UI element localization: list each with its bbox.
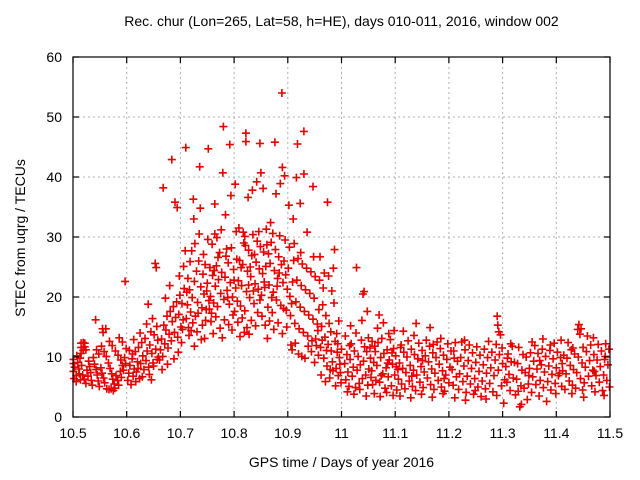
- x-tick-label: 11.2: [436, 425, 462, 441]
- x-axis-label: GPS time / Days of year 2016: [248, 454, 435, 470]
- x-tick-label: 11.1: [382, 425, 408, 441]
- x-tick-label: 11.5: [597, 425, 623, 441]
- x-tick-label: 10.5: [59, 425, 86, 441]
- chart-title: Rec. chur (Lon=265, Lat=58, h=HE), days …: [124, 13, 559, 29]
- x-tick-label: 11.4: [543, 425, 569, 441]
- x-tick-label: 10.7: [167, 425, 194, 441]
- x-tick-label: 11.3: [489, 425, 515, 441]
- x-tick-label: 10.9: [274, 425, 301, 441]
- y-tick-label: 50: [46, 109, 62, 125]
- y-tick-label: 20: [46, 289, 62, 305]
- x-tick-label: 10.6: [113, 425, 140, 441]
- y-tick-label: 40: [46, 169, 62, 185]
- x-tick-label: 11: [334, 425, 349, 441]
- y-tick-label: 0: [54, 409, 62, 425]
- y-tick-label: 60: [46, 49, 62, 65]
- y-tick-label: 30: [46, 229, 62, 245]
- x-tick-label: 10.8: [220, 425, 247, 441]
- y-tick-label: 10: [46, 349, 62, 365]
- y-axis-label: STEC from uqrg / TECUs: [12, 159, 28, 317]
